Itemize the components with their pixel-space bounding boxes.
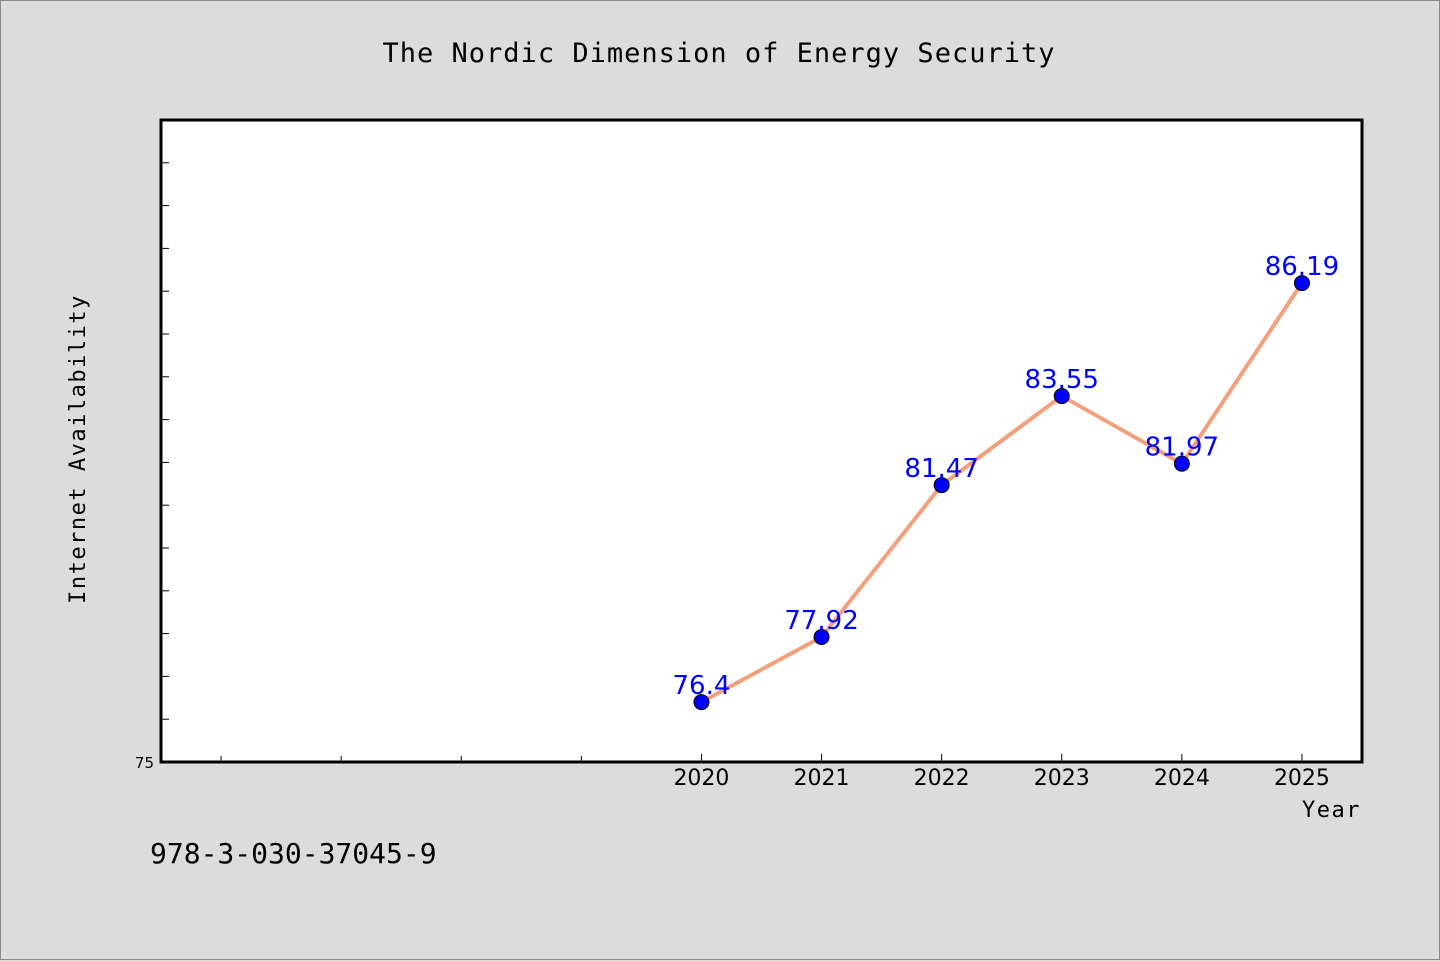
data-point <box>693 694 710 711</box>
data-point <box>1293 275 1310 292</box>
data-point <box>813 629 830 646</box>
plot-border <box>159 118 1364 764</box>
data-point <box>1173 455 1190 472</box>
x-axis-label: Year <box>1302 798 1361 823</box>
data-label: 81.97 <box>1145 433 1219 463</box>
series-layer: 76.4 77.92 81.47 83.55 81.97 86.19 <box>673 252 1339 711</box>
x-tick-label: 2025 <box>1274 766 1330 791</box>
x-tick-label: 2020 <box>673 766 729 791</box>
data-label: 81.47 <box>904 454 978 484</box>
series-line <box>699 281 1304 705</box>
chart-title: The Nordic Dimension of Energy Security <box>383 38 1056 69</box>
x-tick-label: 2021 <box>794 766 850 791</box>
data-point <box>1053 388 1070 405</box>
data-label: 83.55 <box>1025 365 1099 395</box>
data-label: 86.19 <box>1265 252 1339 282</box>
x-tick-label: 2024 <box>1154 766 1210 791</box>
data-label: 77.92 <box>784 606 858 636</box>
x-tick-label: 2023 <box>1034 766 1090 791</box>
isbn-footer: 978-3-030-37045-9 <box>150 837 437 870</box>
data-point <box>933 477 950 494</box>
y-tick-label: 75 <box>135 754 154 772</box>
y-axis-label: Internet Availability <box>66 294 91 604</box>
x-tick-label: 2022 <box>914 766 970 791</box>
plot-area <box>161 120 1362 762</box>
data-label: 76.4 <box>673 671 731 701</box>
